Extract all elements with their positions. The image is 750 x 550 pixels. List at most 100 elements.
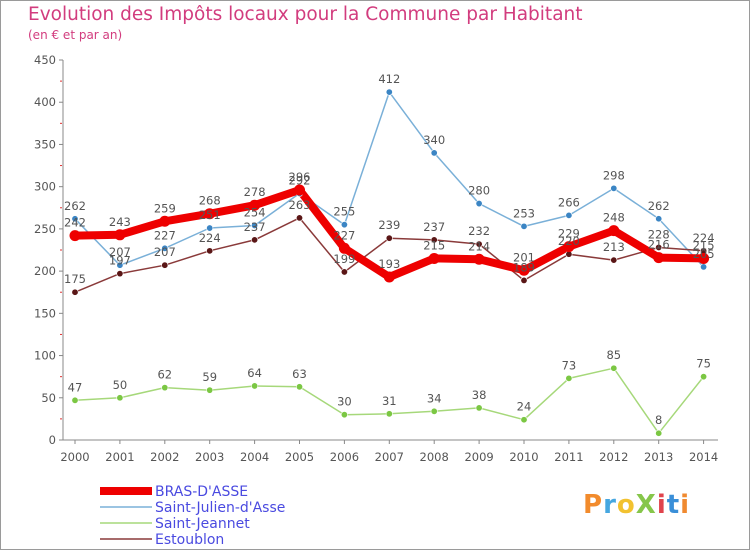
data-point: [475, 240, 483, 248]
logo-letter: i: [680, 490, 691, 520]
data-label: 207: [154, 245, 176, 259]
data-point: [71, 288, 79, 296]
data-point: [251, 382, 259, 390]
data-label: 259: [154, 201, 176, 215]
data-label: 64: [247, 366, 262, 380]
chart-title: Evolution des Impôts locaux pour la Comm…: [28, 4, 583, 25]
data-label: 227: [154, 228, 176, 242]
data-point: [475, 200, 483, 208]
data-point: [653, 252, 665, 264]
data-point: [161, 261, 169, 269]
data-label: 193: [378, 257, 400, 271]
data-label: 205: [693, 247, 715, 261]
x-tick-label: 2008: [420, 450, 449, 464]
data-label: 34: [427, 391, 442, 405]
data-label: 255: [333, 205, 355, 219]
data-point: [251, 236, 259, 244]
data-point: [116, 270, 124, 278]
y-tick-label: 50: [41, 391, 56, 405]
y-tick-label: 0: [49, 433, 56, 447]
data-label: 266: [558, 195, 580, 209]
chart-subtitle: (en € et par an): [28, 28, 123, 42]
data-point: [430, 407, 438, 415]
data-label: 215: [693, 238, 715, 252]
x-tick-label: 2011: [554, 450, 583, 464]
data-label: 262: [64, 199, 86, 213]
data-label: 38: [472, 388, 487, 402]
data-label: 248: [603, 211, 625, 225]
data-point: [520, 416, 528, 424]
data-label: 47: [68, 380, 83, 394]
data-label: 268: [199, 194, 221, 208]
x-tick-label: 2001: [105, 450, 134, 464]
data-label: 227: [333, 228, 355, 242]
x-tick-label: 2014: [689, 450, 718, 464]
y-tick-label: 100: [34, 349, 56, 363]
x-tick-label: 2010: [509, 450, 538, 464]
data-point: [383, 271, 395, 283]
data-label: 215: [423, 238, 445, 252]
data-label: 24: [517, 400, 532, 414]
data-point: [161, 244, 169, 252]
data-label: 262: [648, 199, 670, 213]
data-label: 30: [337, 395, 352, 409]
data-label: 216: [648, 238, 670, 252]
data-point: [655, 215, 663, 223]
data-point: [206, 386, 214, 394]
data-point: [655, 429, 663, 437]
data-point: [563, 241, 575, 253]
logo-letter: i: [656, 490, 667, 520]
data-point: [385, 410, 393, 418]
data-label: 50: [113, 378, 128, 392]
data-label: 220: [558, 234, 580, 248]
data-label: 214: [468, 239, 490, 253]
y-tick-label: 350: [34, 137, 56, 151]
data-point: [655, 243, 663, 251]
x-tick-label: 2005: [285, 450, 314, 464]
data-point: [206, 247, 214, 255]
data-point: [295, 214, 303, 222]
data-label: 75: [696, 357, 711, 371]
y-tick-label: 300: [34, 180, 56, 194]
data-label: 254: [244, 206, 266, 220]
logo-letter: t: [666, 490, 681, 520]
data-point: [206, 224, 214, 232]
data-label: 232: [468, 224, 490, 238]
data-point: [518, 264, 530, 276]
x-tick-label: 2003: [195, 450, 224, 464]
data-point: [608, 225, 620, 237]
data-point: [700, 373, 708, 381]
data-label: 340: [423, 133, 445, 147]
data-label: 278: [244, 185, 266, 199]
data-point: [430, 149, 438, 157]
data-point: [204, 208, 216, 220]
data-point: [610, 256, 618, 264]
y-tick-label: 150: [34, 306, 56, 320]
proxiti-logo: ProXiti: [583, 490, 690, 520]
data-label: 85: [606, 348, 621, 362]
x-tick-label: 2012: [599, 450, 628, 464]
data-point: [565, 211, 573, 219]
data-point: [69, 230, 81, 242]
x-tick-label: 2013: [644, 450, 673, 464]
y-tick-label: 250: [34, 222, 56, 236]
data-label: 229: [558, 227, 580, 241]
data-label: 237: [423, 220, 445, 234]
data-point: [475, 404, 483, 412]
data-point: [698, 252, 710, 264]
data-label: 298: [603, 168, 625, 182]
data-label: 197: [109, 254, 131, 268]
data-point: [428, 252, 440, 264]
logo-letter: r: [603, 490, 617, 520]
data-point: [249, 199, 261, 211]
data-label: 263: [289, 198, 311, 212]
x-tick-label: 2000: [60, 450, 89, 464]
data-point: [565, 374, 573, 382]
data-label: 251: [199, 208, 221, 222]
data-point: [71, 215, 79, 223]
data-point: [159, 215, 171, 227]
data-label: 201: [513, 250, 535, 264]
data-label: 224: [693, 231, 715, 245]
data-point: [610, 184, 618, 192]
